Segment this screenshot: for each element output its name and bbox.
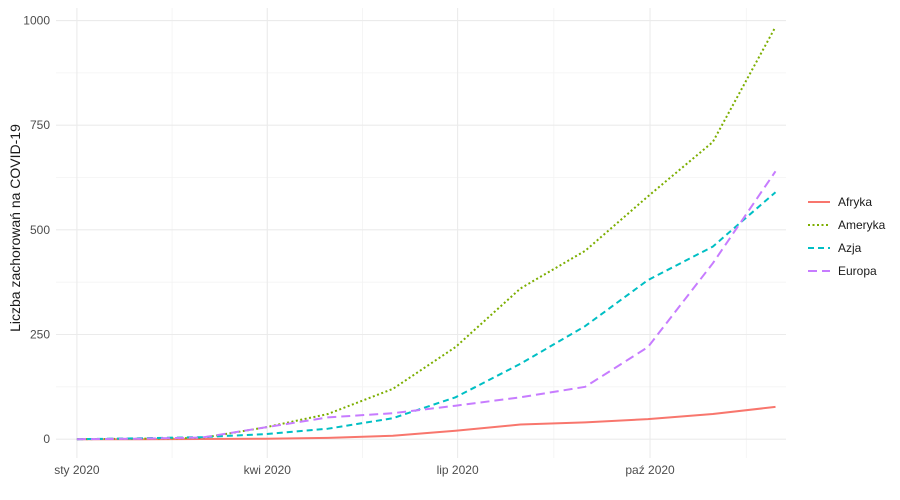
legend-label-ameryka: Ameryka bbox=[838, 218, 886, 232]
y-axis-ticks: 0 250 500 750 1000 bbox=[23, 14, 50, 447]
series-line-ameryka bbox=[76, 26, 777, 441]
legend-label-afryka: Afryka bbox=[838, 195, 872, 209]
x-axis-ticks: sty 2020 kwi 2020 lip 2020 paź 2020 bbox=[54, 463, 675, 477]
series-line-europa bbox=[76, 170, 777, 441]
y-tick-label: 750 bbox=[30, 118, 50, 132]
series-line-azja bbox=[76, 191, 777, 441]
y-tick-label: 0 bbox=[43, 432, 50, 446]
minor-gridlines bbox=[56, 8, 786, 458]
y-tick-label: 1000 bbox=[23, 14, 50, 28]
x-tick-label: sty 2020 bbox=[54, 463, 100, 477]
x-tick-label: paź 2020 bbox=[625, 463, 675, 477]
y-axis-title: Liczba zachorowań na COVID-19 bbox=[7, 124, 23, 332]
series-lines bbox=[76, 26, 777, 441]
x-tick-label: lip 2020 bbox=[437, 463, 479, 477]
y-tick-label: 250 bbox=[30, 328, 50, 342]
major-gridlines bbox=[56, 8, 786, 458]
legend: Afryka Ameryka Azja Europa bbox=[808, 195, 886, 278]
x-tick-label: kwi 2020 bbox=[244, 463, 292, 477]
legend-label-europa: Europa bbox=[838, 264, 877, 278]
series-line-afryka bbox=[76, 405, 776, 441]
legend-label-azja: Azja bbox=[838, 241, 862, 255]
y-tick-label: 500 bbox=[30, 223, 50, 237]
